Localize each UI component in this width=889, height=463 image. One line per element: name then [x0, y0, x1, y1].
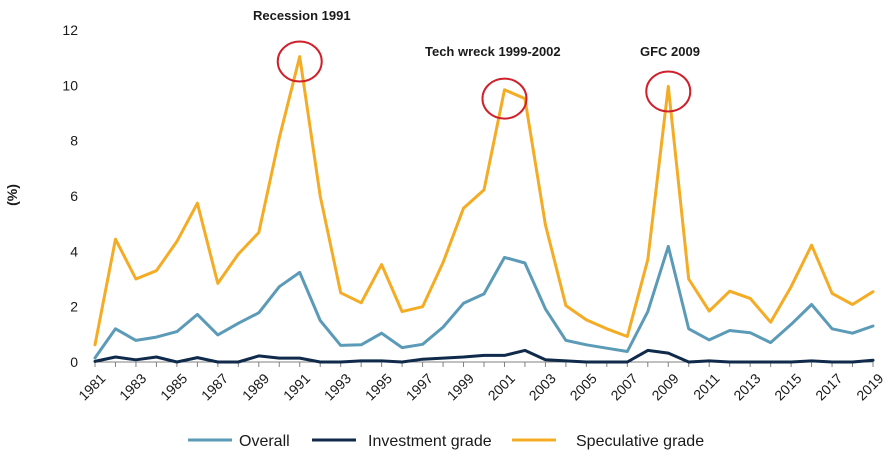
y-tick-label: 10	[62, 77, 78, 93]
x-tick-label: 2007	[607, 370, 640, 403]
x-tick-label: 2005	[567, 370, 600, 403]
x-tick-label: 2015	[771, 370, 804, 403]
x-tick-label: 1997	[403, 370, 436, 403]
x-tick-label: 1985	[157, 370, 190, 403]
x-tick-label: 1999	[444, 370, 477, 403]
x-tick-label: 1989	[239, 370, 272, 403]
series-line-investment-grade	[93, 348, 875, 364]
x-axis-ticks: 1981 1983 1985 1987 1989 1991 1993 1995 1997 1999…	[75, 362, 887, 404]
annotation-label: Tech wreck 1999-2002	[425, 44, 561, 59]
legend: Overall Investment grade Speculative grade	[188, 433, 704, 450]
legend-label: Speculative grade	[576, 433, 704, 450]
y-axis-label: (%)	[4, 184, 20, 206]
x-tick-label: 2001	[485, 370, 518, 403]
y-tick-label: 4	[70, 243, 78, 259]
series-line-speculative-grade	[93, 55, 875, 347]
x-tick-label: 2009	[648, 370, 681, 403]
x-tick-label: 1981	[75, 370, 108, 403]
annotation-circle	[645, 70, 692, 113]
x-tick-label: 2013	[730, 370, 763, 403]
y-tick-label: 6	[70, 188, 78, 204]
annotation-circle	[276, 40, 323, 83]
y-axis-ticks: 0 2 4 6 8 10 12	[62, 22, 78, 370]
y-tick-label: 12	[62, 22, 78, 38]
x-tick-label: 2017	[812, 370, 845, 403]
x-tick-label: 1987	[198, 370, 231, 403]
x-tick-label: 1993	[321, 370, 354, 403]
x-tick-label: 1991	[280, 370, 313, 403]
x-tick-label: 2011	[690, 370, 723, 403]
legend-label: Investment grade	[368, 433, 492, 450]
annotation-label: Recession 1991	[253, 8, 351, 23]
annotation-circle	[481, 77, 528, 120]
x-tick-label: 1995	[362, 370, 395, 403]
x-tick-label: 2003	[526, 370, 559, 403]
y-tick-label: 8	[70, 133, 78, 149]
series-lines	[93, 55, 875, 364]
y-tick-label: 0	[70, 354, 78, 370]
legend-label: Overall	[239, 433, 290, 450]
annotations: Recession 1991 Tech wreck 1999-2002 GFC 20…	[253, 8, 700, 120]
x-tick-label: 1983	[116, 370, 149, 403]
series-line-overall	[93, 244, 875, 360]
x-tick-label: 2019	[853, 370, 886, 403]
y-tick-label: 2	[70, 299, 78, 315]
annotation-label: GFC 2009	[640, 44, 700, 59]
